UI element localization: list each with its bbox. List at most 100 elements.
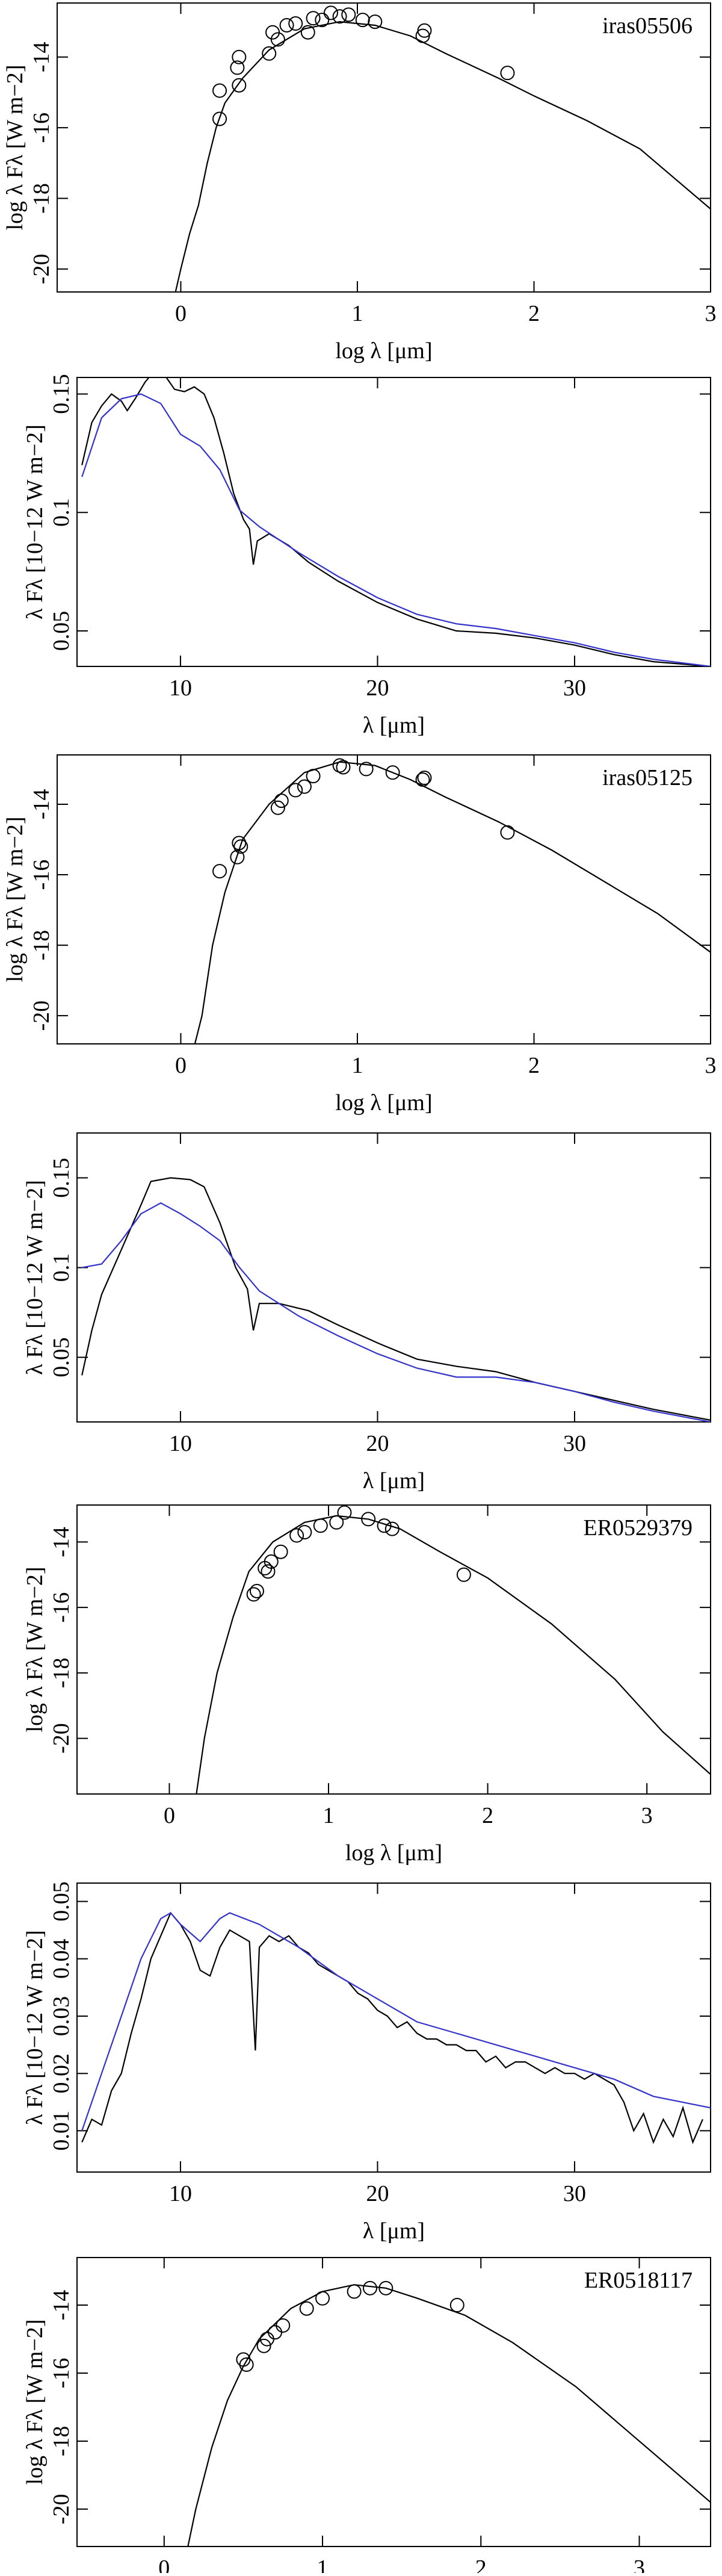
photometry-point [336, 760, 351, 775]
y-tick-label: -16 [29, 113, 54, 143]
photometry-point [385, 765, 400, 780]
photometry-point [246, 1587, 261, 1602]
photometry-point [288, 783, 303, 798]
y-tick-label: -16 [49, 1592, 74, 1623]
x-tick-label: 1 [323, 1803, 335, 1828]
photometry-point [363, 2280, 378, 2295]
x-tick-label: 0 [164, 1803, 175, 1828]
photometry-point [449, 2298, 464, 2313]
source-name: ER0518117 [584, 2268, 693, 2293]
photometry-point [212, 111, 227, 126]
photometry-point [279, 17, 294, 33]
y-tick-label: 0.01 [49, 2111, 74, 2151]
photometry-point [315, 2291, 330, 2306]
y-axis-label: log λ Fλ [W m−2] [2, 816, 28, 982]
photometry-point [384, 1521, 400, 1536]
photometry-point [378, 2280, 393, 2295]
x-tick-label: 2 [475, 2556, 487, 2573]
spectrum-line [194, 761, 711, 1044]
x-tick-label: 30 [563, 2181, 586, 2206]
spectrum-line [187, 2284, 711, 2547]
x-tick-label: 2 [528, 301, 540, 326]
x-tick-label: 3 [705, 301, 717, 326]
plot-frame [57, 2, 711, 293]
y-tick-label: -18 [29, 930, 54, 961]
y-axis-label: log λ Fλ [W m−2] [2, 64, 28, 230]
x-axis-label: log λ [μm] [335, 338, 432, 364]
x-tick-label: 20 [366, 2181, 389, 2206]
x-tick-label: 0 [175, 301, 187, 326]
spectrum-line [174, 20, 711, 292]
y-tick-label: 0.15 [49, 374, 74, 414]
photometry-point [417, 771, 432, 786]
x-tick-label: 3 [641, 1803, 653, 1828]
plot-frame [76, 1504, 711, 1795]
y-tick-label: -18 [49, 1658, 74, 1689]
y-tick-label: -16 [49, 2358, 74, 2389]
photometry-point [299, 2301, 314, 2316]
photometry-point [230, 849, 245, 864]
y-axis-label: log λ Fλ [W m−2] [22, 2319, 48, 2484]
x-tick-label: 1 [351, 1053, 363, 1078]
x-tick-label: 3 [634, 2556, 645, 2573]
y-tick-label: -20 [49, 1723, 74, 1754]
x-axis-label: log λ [μm] [345, 1840, 442, 1866]
photometry-point [273, 1544, 288, 1559]
photometry-point [355, 13, 370, 28]
photometry-point [347, 2284, 362, 2299]
source-name: ER0529379 [583, 1515, 693, 1541]
photometry-point [264, 1554, 279, 1569]
x-tick-label: 0 [158, 2556, 170, 2573]
y-tick-label: -20 [29, 1001, 54, 1031]
photometry-point [332, 9, 347, 24]
x-tick-label: 30 [563, 1431, 586, 1456]
photometry-point [315, 13, 330, 28]
x-axis-label: λ [μm] [363, 713, 425, 738]
x-tick-label: 20 [366, 1431, 389, 1456]
photometry-point [270, 32, 285, 47]
x-axis-label: λ [μm] [363, 1468, 425, 1494]
photometry-point [377, 1518, 392, 1533]
photometry-point [212, 864, 227, 879]
photometry-point [361, 1512, 376, 1527]
spectrum-line [82, 1202, 711, 1422]
photometry-point [329, 1515, 344, 1530]
photometry-point [337, 1505, 352, 1520]
photometry-point [415, 28, 430, 43]
photometry-point [300, 25, 315, 40]
photometry-point [297, 779, 312, 794]
x-tick-label: 2 [528, 1053, 540, 1078]
plot-frame [57, 754, 711, 1044]
x-tick-label: 10 [169, 1431, 192, 1456]
photometry-point [341, 7, 356, 22]
photometry-point [288, 16, 303, 31]
y-tick-label: -18 [29, 183, 54, 214]
y-tick-label: 0.05 [49, 1337, 74, 1377]
photometry-point [232, 49, 247, 64]
y-tick-label: 0.04 [49, 1938, 74, 1979]
photometry-point [297, 1525, 312, 1540]
x-tick-label: 20 [366, 675, 389, 701]
x-tick-label: 3 [705, 1053, 717, 1078]
y-axis-label: log λ Fλ [W m−2] [22, 1566, 48, 1732]
photometry-point [306, 769, 321, 784]
plot-frame [76, 377, 711, 667]
photometry-point [306, 11, 321, 26]
photometry-point [359, 762, 374, 777]
spectrum-line [81, 1911, 703, 2144]
photometry-point [289, 1528, 304, 1543]
photometry-point [233, 839, 248, 854]
photometry-point [249, 1583, 264, 1598]
photometry-point [239, 2357, 254, 2372]
photometry-point [274, 793, 289, 808]
photometry-point [230, 60, 245, 75]
x-tick-label: 10 [169, 2181, 192, 2206]
y-tick-label: -18 [49, 2426, 74, 2457]
y-tick-label: 0.03 [49, 1996, 74, 2037]
x-tick-label: 0 [175, 1053, 187, 1078]
photometry-point [332, 758, 347, 773]
photometry-point [262, 46, 277, 61]
x-axis-label: log λ [μm] [335, 1090, 432, 1116]
x-tick-label: 2 [482, 1803, 493, 1828]
y-tick-label: -20 [29, 254, 54, 285]
